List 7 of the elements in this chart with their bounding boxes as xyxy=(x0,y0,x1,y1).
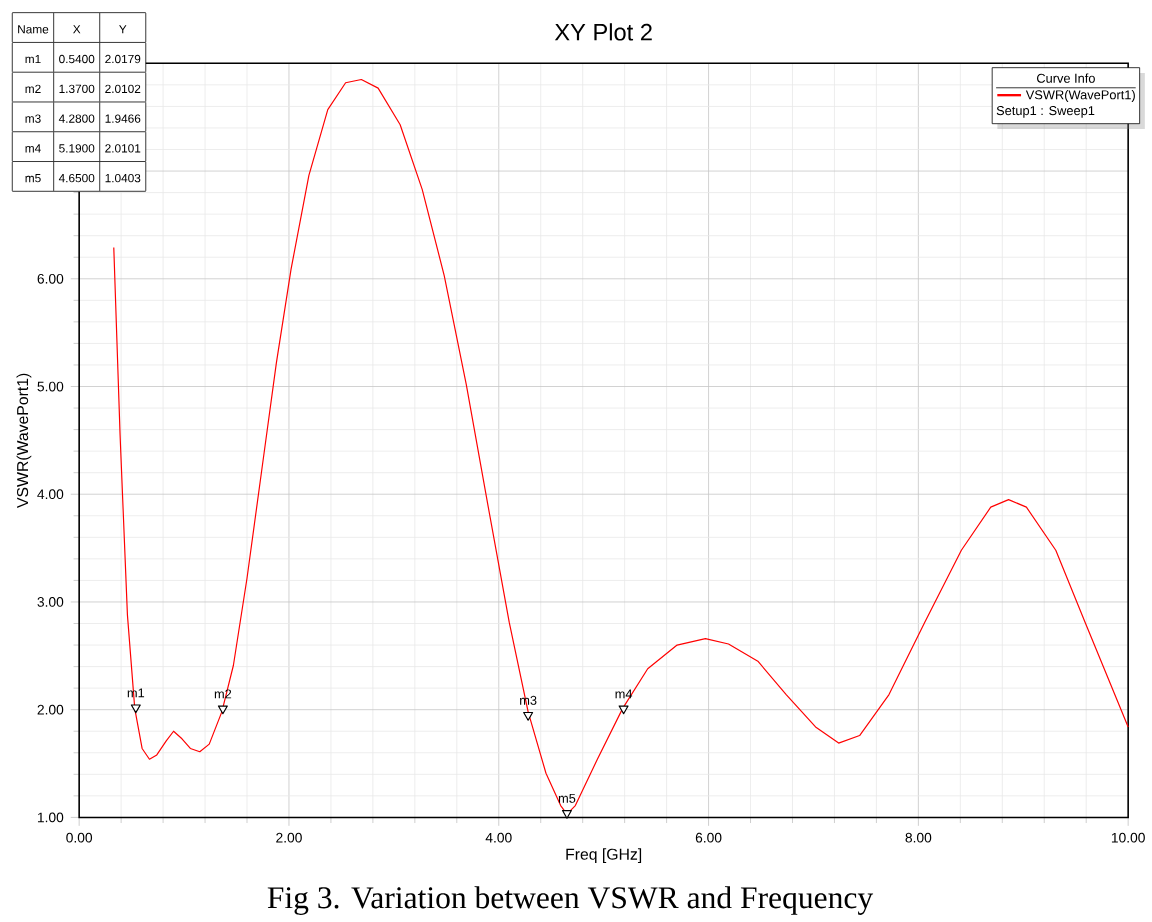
caption: Fig 3. Variation between VSWR and Frequency xyxy=(267,886,874,915)
point xyxy=(217,705,228,715)
point xyxy=(130,704,141,714)
point xyxy=(561,809,572,819)
point xyxy=(523,711,534,721)
chart-title: XY Plot 2 xyxy=(554,23,652,41)
point xyxy=(618,705,629,715)
